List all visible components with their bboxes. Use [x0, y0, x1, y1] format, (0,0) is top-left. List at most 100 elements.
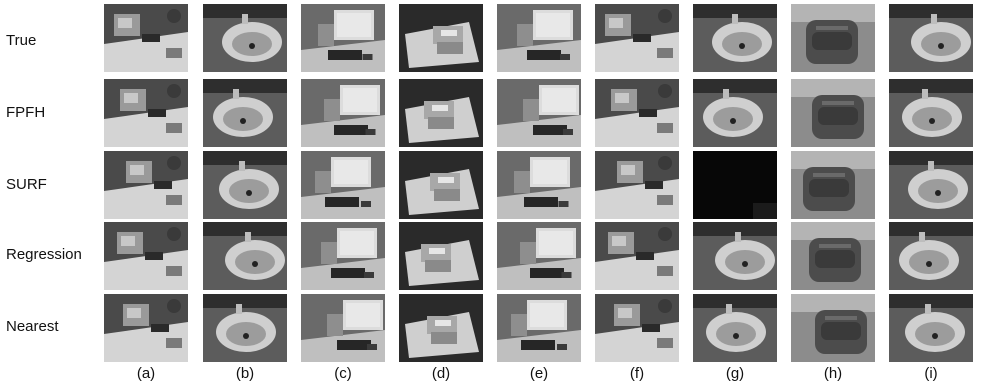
- column-label: (g): [725, 365, 745, 382]
- scene-image: [595, 151, 679, 219]
- column-label: (e): [529, 365, 549, 382]
- image-tile: [104, 222, 188, 290]
- image-tile: [889, 79, 973, 147]
- image-tile: [889, 151, 973, 219]
- image-tile: [497, 79, 581, 147]
- image-tile: [399, 294, 483, 362]
- scene-image: [693, 294, 777, 362]
- image-tile: [595, 151, 679, 219]
- scene-image: [203, 79, 287, 147]
- column-label: (b): [235, 365, 255, 382]
- scene-image: [203, 222, 287, 290]
- scene-image: [595, 222, 679, 290]
- scene-image: [889, 222, 973, 290]
- image-tile: [791, 4, 875, 72]
- image-tile: [791, 151, 875, 219]
- scene-image: [889, 151, 973, 219]
- scene-image: [497, 294, 581, 362]
- scene-image: [497, 4, 581, 72]
- image-tile: [693, 4, 777, 72]
- image-tile: [301, 294, 385, 362]
- scene-image: [301, 4, 385, 72]
- image-tile: [104, 4, 188, 72]
- scene-image: [104, 222, 188, 290]
- scene-image: [497, 222, 581, 290]
- image-tile: [595, 4, 679, 72]
- scene-image: [497, 151, 581, 219]
- column-label: (f): [629, 365, 645, 382]
- scene-image: [399, 222, 483, 290]
- image-tile: [791, 222, 875, 290]
- scene-image: [693, 222, 777, 290]
- column-label: (c): [334, 365, 352, 382]
- scene-image: [791, 4, 875, 72]
- scene-image: [203, 151, 287, 219]
- scene-image: [399, 151, 483, 219]
- image-tile: [889, 4, 973, 72]
- scene-image: [595, 294, 679, 362]
- scene-image: [301, 79, 385, 147]
- scene-image: [791, 222, 875, 290]
- scene-image: [301, 222, 385, 290]
- image-tile: [301, 4, 385, 72]
- scene-image: [497, 79, 581, 147]
- column-label: (h): [823, 365, 843, 382]
- scene-image: [791, 294, 875, 362]
- row-label: SURF: [6, 176, 47, 193]
- image-tile: [497, 294, 581, 362]
- scene-image: [889, 4, 973, 72]
- scene-image: [104, 79, 188, 147]
- image-tile: [399, 151, 483, 219]
- image-tile: [203, 4, 287, 72]
- scene-image: [693, 4, 777, 72]
- image-tile: [889, 294, 973, 362]
- image-tile: [497, 151, 581, 219]
- image-tile: [791, 79, 875, 147]
- scene-image: [595, 4, 679, 72]
- column-label: (i): [924, 365, 938, 382]
- image-tile: [399, 79, 483, 147]
- image-tile: [595, 294, 679, 362]
- row-label: Nearest: [6, 318, 59, 335]
- image-tile: [399, 4, 483, 72]
- scene-image: [693, 151, 777, 219]
- scene-image: [693, 79, 777, 147]
- scene-image: [399, 79, 483, 147]
- scene-image: [203, 4, 287, 72]
- image-tile: [104, 294, 188, 362]
- image-tile: [693, 151, 777, 219]
- image-tile: [693, 294, 777, 362]
- image-tile: [497, 4, 581, 72]
- scene-image: [104, 294, 188, 362]
- image-tile: [203, 151, 287, 219]
- image-tile: [595, 222, 679, 290]
- scene-image: [104, 151, 188, 219]
- image-tile: [301, 222, 385, 290]
- scene-image: [301, 151, 385, 219]
- column-label: (a): [136, 365, 156, 382]
- scene-image: [791, 151, 875, 219]
- row-label: True: [6, 32, 37, 49]
- image-tile: [301, 79, 385, 147]
- image-tile: [104, 79, 188, 147]
- scene-image: [301, 294, 385, 362]
- scene-image: [399, 4, 483, 72]
- scene-image: [399, 294, 483, 362]
- image-tile: [399, 222, 483, 290]
- scene-image: [595, 79, 679, 147]
- scene-image: [791, 79, 875, 147]
- image-tile: [595, 79, 679, 147]
- image-tile: [497, 222, 581, 290]
- image-tile: [203, 294, 287, 362]
- image-tile: [693, 79, 777, 147]
- image-tile: [791, 294, 875, 362]
- image-tile: [889, 222, 973, 290]
- image-tile: [203, 79, 287, 147]
- scene-image: [203, 294, 287, 362]
- image-tile: [203, 222, 287, 290]
- scene-image: [889, 294, 973, 362]
- image-tile: [693, 222, 777, 290]
- row-label: Regression: [6, 246, 82, 263]
- column-label: (d): [431, 365, 451, 382]
